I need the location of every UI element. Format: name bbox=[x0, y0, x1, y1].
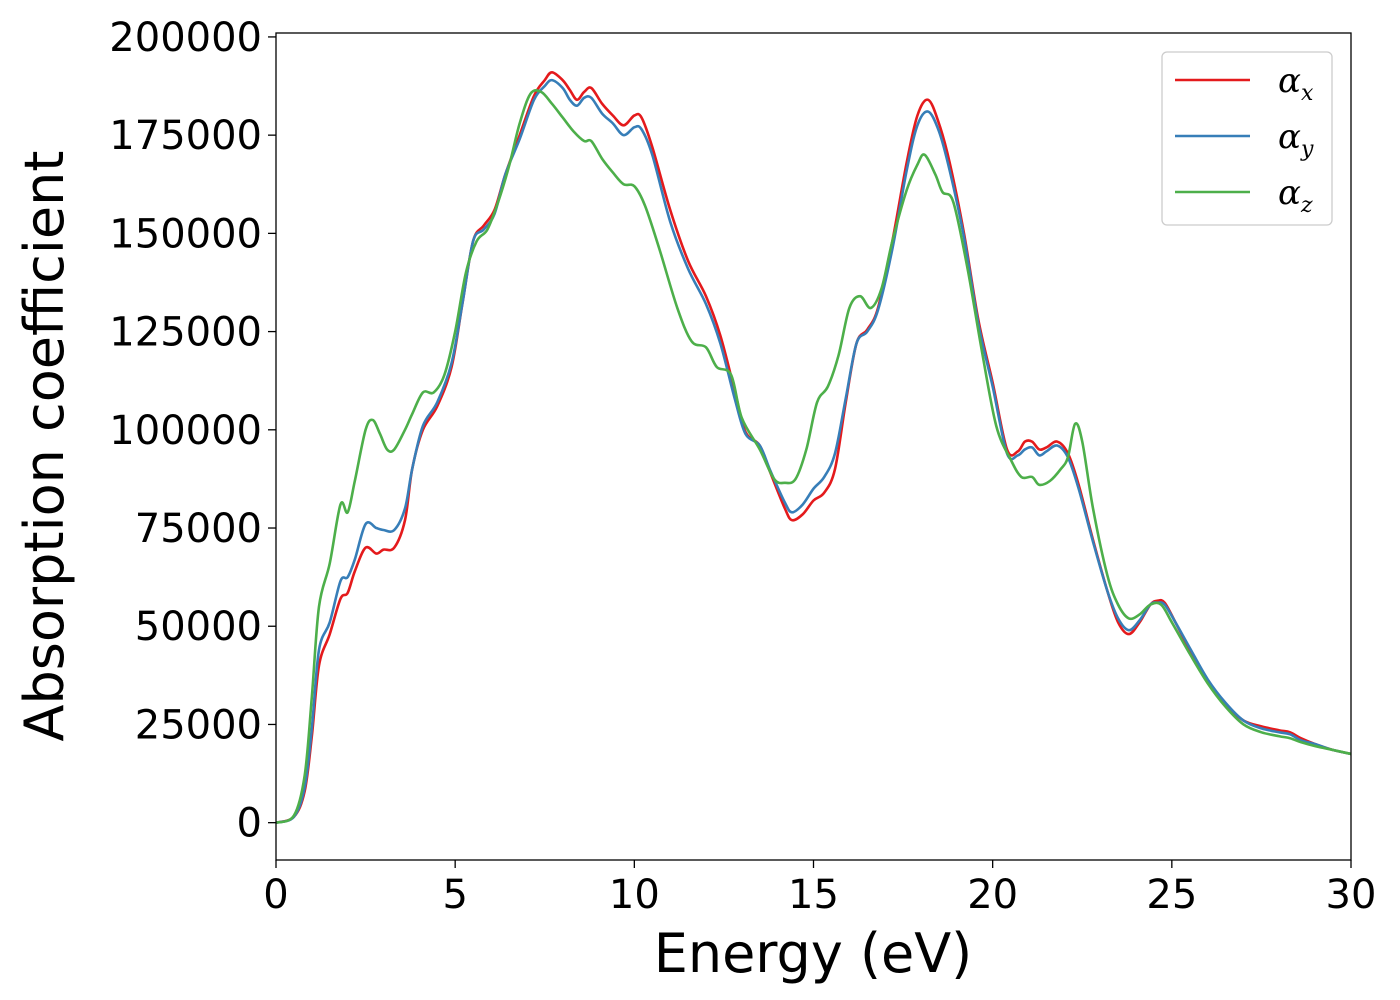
legend-box bbox=[1161, 51, 1333, 226]
y-tick-label: 125000 bbox=[109, 310, 262, 356]
y-tick-label: 50000 bbox=[135, 604, 262, 650]
y-axis-label: Absorption coefficient bbox=[13, 151, 76, 742]
x-axis-label: Energy (eV) bbox=[654, 922, 973, 985]
y-tick-label: 100000 bbox=[109, 408, 262, 454]
x-tick-label: 15 bbox=[788, 872, 839, 918]
x-tick-label: 20 bbox=[967, 872, 1018, 918]
series-line-z bbox=[275, 89, 1352, 824]
x-tick-label: 25 bbox=[1146, 872, 1197, 918]
x-tick-label: 0 bbox=[263, 872, 288, 918]
y-tick-label: 25000 bbox=[135, 702, 262, 748]
series-layer bbox=[275, 70, 1352, 824]
y-tick-label: 75000 bbox=[135, 506, 262, 552]
x-tick-label: 30 bbox=[1326, 872, 1377, 918]
y-tick-label: 0 bbox=[237, 801, 262, 847]
y-tick-label: 175000 bbox=[109, 113, 262, 159]
x-tick-label: 10 bbox=[609, 872, 660, 918]
series-line-y bbox=[275, 78, 1352, 824]
legend-label-y: αy bbox=[1278, 117, 1314, 162]
x-tick-label: 5 bbox=[442, 872, 467, 918]
series-line-x bbox=[275, 70, 1352, 824]
x-axis: 0 5 10 15 20 25 30 bbox=[263, 860, 1376, 918]
y-axis: 0 25000 50000 75000 100000 125000 150000 175000… bbox=[109, 15, 276, 847]
y-tick-label: 150000 bbox=[109, 211, 262, 257]
y-tick-label: 200000 bbox=[109, 15, 262, 61]
